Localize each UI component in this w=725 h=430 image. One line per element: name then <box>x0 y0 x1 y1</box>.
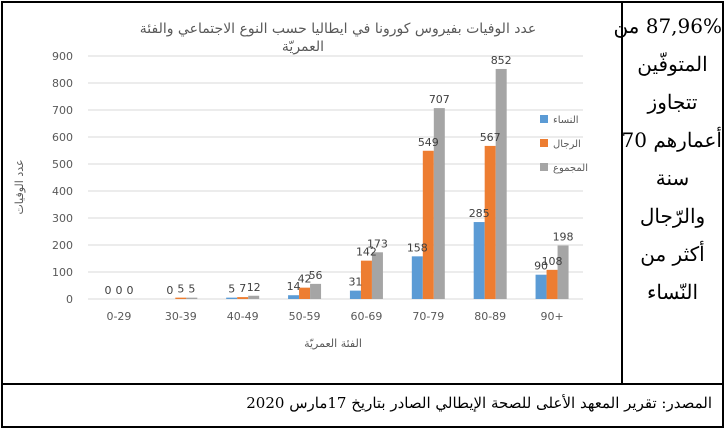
y-tick-label: 700 <box>52 104 73 117</box>
data-label: 173 <box>367 237 388 250</box>
legend-label: المجموع <box>553 163 588 174</box>
bar <box>433 108 445 299</box>
x-tick-label: 30-39 <box>165 310 197 323</box>
y-axis-ticks: 0 100 200 300 400 500 600 700 800 900 <box>52 50 73 306</box>
data-label: 285 <box>469 207 490 220</box>
side-note-line: 87,96% من <box>613 14 722 38</box>
data-label: 108 <box>542 255 563 268</box>
side-note-line: والرّجال <box>639 204 706 228</box>
x-axis-ticks: 0-29 30-39 40-49 50-59 60-69 70-79 80-89 90+ <box>106 310 563 323</box>
bar-chart: عدد الوفيات بفيروس كورونا في ايطاليا حسب… <box>13 21 588 350</box>
y-tick-label: 0 <box>66 293 73 306</box>
data-label: 14 <box>287 280 301 293</box>
bar <box>495 68 507 300</box>
bars <box>175 68 569 300</box>
bar <box>288 295 300 299</box>
y-tick-label: 200 <box>52 239 73 252</box>
legend-label: النساء <box>553 115 579 126</box>
x-tick-label: 80-89 <box>474 310 506 323</box>
x-tick-label: 0-29 <box>106 310 131 323</box>
chart-panel: عدد الوفيات بفيروس كورونا في ايطاليا حسب… <box>3 3 623 383</box>
bar <box>546 269 558 299</box>
chart-title-line-1: عدد الوفيات بفيروس كورونا في ايطاليا حسب… <box>140 21 536 37</box>
data-label: 142 <box>356 246 377 259</box>
data-label: 0 <box>126 284 133 297</box>
y-tick-label: 800 <box>52 77 73 90</box>
data-label: 567 <box>480 131 501 144</box>
y-tick-label: 900 <box>52 50 73 63</box>
side-note-line: أكثر من <box>640 242 705 266</box>
data-label: 707 <box>429 93 450 106</box>
data-label: 90 <box>534 260 548 273</box>
y-tick-label: 100 <box>52 266 73 279</box>
bar <box>557 245 569 299</box>
y-tick-label: 300 <box>52 212 73 225</box>
bar <box>186 297 198 299</box>
data-label: 5 <box>177 283 184 296</box>
y-axis-label: عدد الوفيات <box>13 159 26 214</box>
y-tick-label: 600 <box>52 131 73 144</box>
side-note-line: سنة <box>655 166 690 190</box>
legend-swatch <box>540 163 548 171</box>
bar <box>371 252 383 299</box>
side-note-line: تتجاوز <box>647 90 698 114</box>
data-label: 5 <box>188 283 195 296</box>
bar <box>422 150 434 299</box>
data-label: 0 <box>104 284 111 297</box>
bar <box>349 290 361 299</box>
bar <box>310 283 322 299</box>
data-label: 31 <box>348 276 362 289</box>
legend-swatch <box>540 139 548 147</box>
bar <box>473 222 485 299</box>
chart-title-line-2: العمريّة <box>282 39 324 55</box>
side-note-line: النّساء <box>646 280 699 304</box>
data-label: 158 <box>407 241 428 254</box>
data-label: 5 <box>228 283 235 296</box>
side-note: 87,96% من المتوفّين تتجاوز أعمارهم 70 سنة وال… <box>613 3 722 383</box>
data-label: 12 <box>247 281 261 294</box>
x-tick-label: 40-49 <box>227 310 259 323</box>
x-tick-label: 60-69 <box>350 310 382 323</box>
bar <box>237 297 249 299</box>
legend: النساء الرجال المجموع <box>540 115 588 174</box>
source-note: المصدر: تقرير المعهد الأعلى للصحة الإيطا… <box>3 383 722 426</box>
bar <box>299 287 311 299</box>
gridlines <box>88 55 583 300</box>
data-label: 7 <box>239 282 246 295</box>
y-tick-label: 500 <box>52 158 73 171</box>
data-label: 0 <box>166 284 173 297</box>
bar <box>175 297 187 299</box>
bar <box>411 256 423 299</box>
bar <box>226 297 238 299</box>
data-label: 852 <box>491 54 512 67</box>
x-tick-label: 50-59 <box>289 310 321 323</box>
bar <box>360 260 372 299</box>
data-label: 42 <box>298 273 312 286</box>
data-label: 0 <box>115 284 122 297</box>
bar <box>535 274 547 299</box>
side-note-line: أعمارهم 70 <box>621 128 722 152</box>
data-label: 549 <box>418 136 439 149</box>
legend-label: الرجال <box>553 139 581 150</box>
bar <box>248 295 260 299</box>
side-note-line: المتوفّين <box>637 52 708 76</box>
data-label: 198 <box>553 231 574 244</box>
x-tick-label: 90+ <box>540 310 563 323</box>
x-tick-label: 70-79 <box>412 310 444 323</box>
x-axis-label: الفئة العمريّة <box>304 337 362 350</box>
bar <box>484 145 496 299</box>
legend-swatch <box>540 115 548 123</box>
data-label: 56 <box>309 269 323 282</box>
y-tick-label: 400 <box>52 185 73 198</box>
